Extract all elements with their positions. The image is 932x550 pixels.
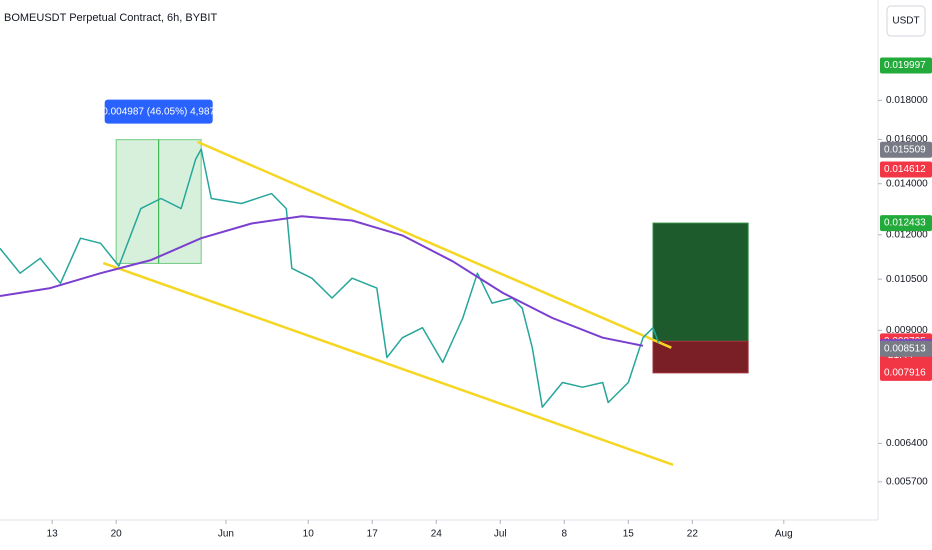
price-tag-label: 0.012433 bbox=[884, 218, 926, 229]
trendline bbox=[197, 140, 672, 349]
price-tag-label: 0.008513 bbox=[884, 343, 926, 354]
x-tick-label: 8 bbox=[562, 529, 568, 540]
moving-average bbox=[0, 215, 644, 347]
y-tick-label: 0.018000 bbox=[886, 95, 928, 106]
chart-title: BOMEUSDT Perpetual Contract, 6h, BYBIT bbox=[4, 12, 217, 24]
position-target bbox=[652, 222, 749, 342]
x-tick-label: 17 bbox=[367, 529, 379, 540]
measure-label-box bbox=[104, 99, 213, 124]
x-tick-label: 15 bbox=[623, 529, 635, 540]
y-tick-label: 0.014000 bbox=[886, 178, 928, 189]
x-tick-label: 22 bbox=[687, 529, 699, 540]
y-tick-label: 0.006400 bbox=[886, 438, 928, 449]
trendline bbox=[102, 261, 674, 466]
price-tag bbox=[880, 364, 932, 381]
x-tick-label: Aug bbox=[775, 529, 793, 540]
x-tick-label: 24 bbox=[431, 529, 443, 540]
price-tag-label: 0.019997 bbox=[884, 60, 926, 71]
currency-button[interactable] bbox=[886, 5, 926, 37]
x-tick-label: 13 bbox=[47, 529, 59, 540]
x-tick-label: Jul bbox=[494, 529, 507, 540]
price-tag bbox=[880, 215, 932, 232]
price-tag-label: 0.007916 bbox=[884, 368, 926, 379]
price-tag-label: 0.015509 bbox=[884, 144, 926, 155]
measure-label: 0.004987 (46.05%) 4,987 bbox=[102, 106, 215, 117]
currency-button-label[interactable]: USDT bbox=[892, 16, 919, 27]
y-tick-label: 0.016000 bbox=[886, 134, 928, 145]
price-line bbox=[0, 148, 660, 408]
y-tick-label: 0.009000 bbox=[886, 325, 928, 336]
price-tag-label: 0.014612 bbox=[884, 164, 926, 175]
y-tick-label: 0.010500 bbox=[886, 274, 928, 285]
price-tag bbox=[880, 161, 932, 178]
y-tick-label: 0.012000 bbox=[886, 230, 928, 241]
price-tag bbox=[880, 141, 932, 158]
x-tick-label: Jun bbox=[218, 529, 234, 540]
x-tick-label: 20 bbox=[111, 529, 123, 540]
y-tick-label: 0.005700 bbox=[886, 476, 928, 487]
price-tag bbox=[880, 340, 932, 357]
price-tag bbox=[880, 57, 932, 74]
x-tick-label: 10 bbox=[303, 529, 315, 540]
